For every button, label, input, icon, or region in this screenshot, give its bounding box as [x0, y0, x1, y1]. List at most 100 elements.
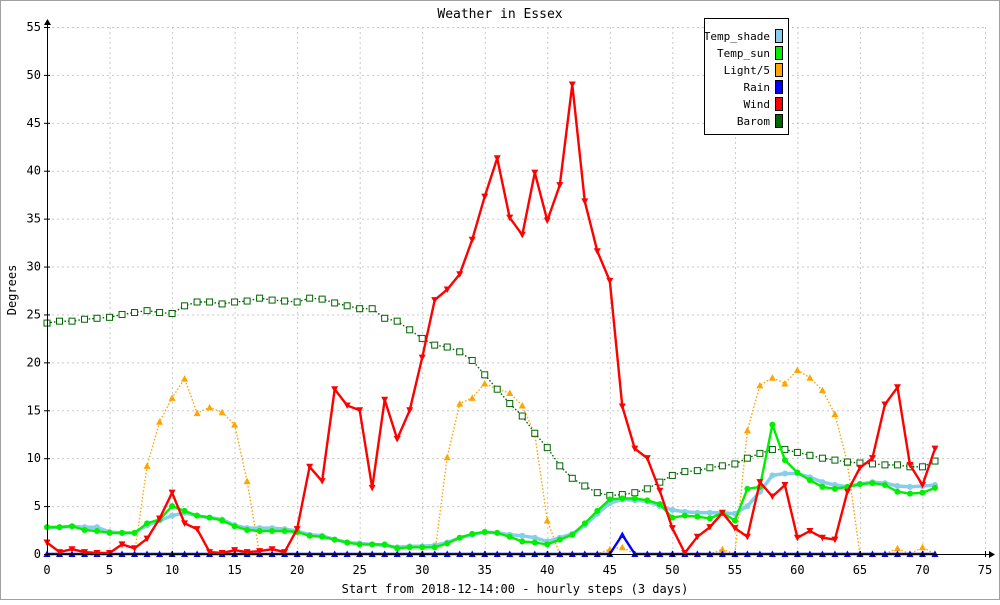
point-barom-43 [581, 482, 589, 490]
point-barom-16 [243, 297, 251, 305]
point-wind-34 [468, 236, 476, 244]
point-light-5-46 [618, 543, 626, 551]
point-barom-28 [393, 317, 401, 325]
point-rain-71 [931, 550, 939, 557]
point-temp-sun-18 [269, 528, 276, 535]
y-tick-label-45: 45 [27, 116, 41, 130]
point-barom-2 [68, 317, 76, 325]
point-temp-sun-3 [81, 527, 88, 534]
point-rain-47 [631, 550, 639, 557]
point-barom-31 [431, 341, 439, 349]
y-axis-arrow [44, 19, 51, 25]
point-wind-71 [931, 445, 939, 453]
point-wind-60 [793, 534, 801, 542]
point-rain-48 [643, 550, 651, 557]
point-barom-52 [693, 467, 701, 475]
point-wind-38 [518, 231, 526, 239]
point-barom-64 [843, 458, 851, 466]
point-light-5-40 [543, 516, 551, 524]
legend-swatch-temp-sun [775, 46, 783, 60]
point-wind-22 [318, 478, 326, 485]
point-light-5-38 [518, 401, 526, 409]
point-wind-36 [493, 155, 501, 162]
point-wind-37 [506, 214, 514, 222]
point-light-5-63 [831, 410, 839, 418]
point-wind-66 [868, 455, 876, 462]
point-temp-sun-7 [131, 529, 138, 536]
y-tick-label-5: 5 [34, 499, 41, 513]
point-rain-36 [493, 550, 501, 557]
point-barom-48 [643, 485, 651, 493]
point-wind-25 [356, 407, 364, 414]
point-temp-shade-62 [819, 479, 826, 486]
x-tick-label-65: 65 [853, 563, 867, 577]
point-rain-62 [818, 550, 826, 557]
point-rain-57 [756, 550, 764, 557]
point-temp-sun-35 [481, 528, 488, 535]
point-temp-sun-5 [106, 529, 113, 536]
point-barom-17 [256, 294, 264, 302]
point-wind-30 [418, 354, 426, 362]
point-temp-sun-44 [594, 507, 601, 514]
point-rain-9 [156, 550, 164, 557]
point-temp-shade-58 [769, 472, 776, 479]
point-wind-57 [756, 479, 764, 486]
point-barom-23 [331, 299, 339, 307]
point-temp-sun-24 [344, 539, 351, 546]
point-wind-67 [881, 401, 889, 409]
point-barom-29 [406, 326, 414, 334]
x-tick-label-30: 30 [415, 563, 429, 577]
point-temp-sun-42 [569, 531, 576, 538]
point-barom-70 [918, 463, 926, 471]
point-temp-sun-15 [231, 523, 238, 530]
point-wind-40 [543, 217, 551, 225]
point-light-5-13 [206, 403, 214, 411]
point-light-5-60 [793, 366, 801, 374]
point-light-5-15 [231, 421, 239, 428]
point-rain-6 [118, 550, 126, 557]
point-temp-sun-30 [419, 544, 426, 551]
point-temp-sun-14 [219, 517, 226, 524]
point-rain-52 [693, 550, 701, 557]
point-light-5-9 [156, 418, 164, 425]
point-barom-51 [681, 468, 689, 476]
point-rain-54 [718, 550, 726, 557]
point-wind-39 [531, 169, 539, 177]
point-barom-61 [806, 451, 814, 459]
point-barom-68 [893, 461, 901, 469]
point-rain-39 [531, 550, 539, 557]
point-rain-56 [743, 550, 751, 557]
point-wind-41 [556, 182, 564, 189]
x-axis-label: Start from 2018-12-14:00 - hourly steps … [342, 582, 689, 596]
point-rain-11 [181, 550, 189, 557]
series-wind [43, 81, 939, 557]
legend-swatch-light-5 [775, 63, 783, 77]
point-wind-47 [631, 445, 639, 453]
point-barom-37 [506, 400, 514, 408]
point-light-5-34 [468, 394, 476, 401]
point-wind-43 [581, 198, 589, 205]
point-temp-shade-50 [669, 506, 676, 513]
point-temp-sun-11 [181, 507, 188, 514]
point-light-5-10 [168, 394, 176, 401]
y-tick-label-40: 40 [27, 164, 41, 178]
point-barom-39 [531, 429, 539, 437]
point-rain-8 [143, 550, 151, 557]
point-temp-sun-55 [731, 517, 738, 524]
legend-label-temp-shade: Temp_shade [704, 30, 770, 43]
point-light-5-12 [193, 409, 201, 417]
point-temp-sun-62 [819, 483, 826, 490]
point-barom-56 [743, 454, 751, 462]
point-rain-68 [893, 550, 901, 557]
point-temp-sun-37 [506, 533, 513, 540]
point-temp-sun-66 [869, 480, 876, 487]
legend-label-light-5: Light/5 [724, 64, 770, 77]
point-wind-54 [718, 509, 726, 517]
point-barom-38 [518, 412, 526, 420]
point-wind-9 [156, 515, 164, 523]
point-wind-12 [193, 526, 201, 533]
point-rain-67 [881, 550, 889, 557]
x-tick-label-5: 5 [106, 563, 113, 577]
point-wind-8 [143, 535, 151, 543]
